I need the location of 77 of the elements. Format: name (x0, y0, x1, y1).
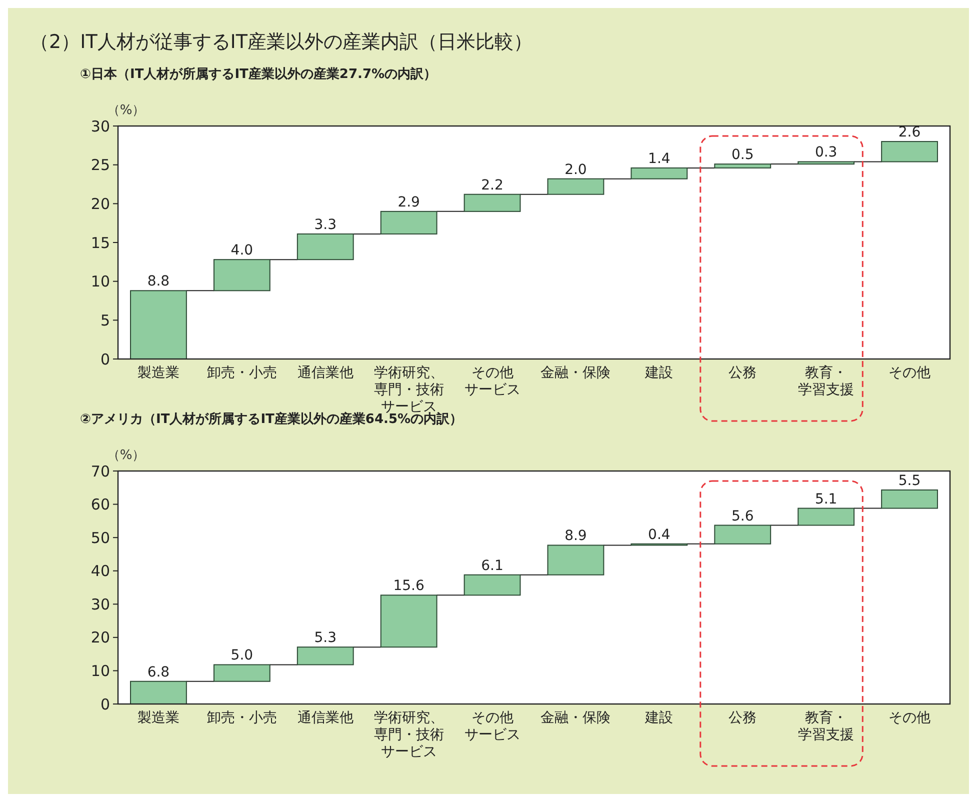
x-tick-label: 金融・保険 (540, 710, 611, 726)
y-tick-label: 25 (90, 156, 110, 174)
x-tick-label: 教育・学習支援 (798, 709, 854, 743)
data-label: 5.1 (814, 491, 838, 508)
x-tick-label: 通信業他 (297, 365, 354, 381)
bar (881, 141, 938, 162)
data-label: 5.6 (731, 508, 754, 524)
y-tick-label: 10 (90, 272, 110, 291)
data-label: 0.3 (814, 144, 838, 161)
x-tick-label: 金融・保険 (540, 365, 611, 381)
x-tick-label: 教育・学習支援 (798, 364, 854, 398)
bar (380, 594, 438, 648)
y-tick-label: 70 (90, 462, 110, 480)
data-label: 6.1 (481, 558, 504, 574)
x-tick-label: 学術研究、専門・技術サービス (374, 710, 444, 760)
y-tick-label: 15 (90, 234, 110, 252)
data-label: 0.5 (731, 147, 754, 164)
data-label: 1.4 (648, 150, 670, 167)
data-label: 15.6 (393, 578, 425, 594)
data-label: 6.8 (147, 664, 170, 680)
x-tick-label: その他サービス (464, 710, 520, 743)
data-label: 3.3 (314, 216, 337, 233)
bar (798, 161, 855, 165)
data-label: 4.0 (230, 242, 254, 259)
x-tick-label: 建設 (644, 710, 674, 726)
bar (130, 680, 187, 704)
bar (547, 544, 604, 576)
y-tick-label: 40 (90, 562, 110, 580)
data-label: 5.5 (898, 472, 921, 489)
data-label: 2.6 (898, 124, 921, 141)
bar (213, 664, 270, 682)
x-tick-label: 公務 (728, 365, 757, 381)
bar (630, 167, 688, 180)
data-label: 8.9 (564, 528, 587, 544)
chart-subtitle: ①日本（IT人材が所属するIT産業以外の産業27.7%の内訳） (80, 66, 437, 82)
data-label: 2.9 (398, 194, 420, 210)
bar (213, 259, 270, 292)
y-tick-label: 30 (90, 595, 110, 614)
x-tick-label: 製造業 (137, 710, 180, 726)
x-tick-label: 卸売・小売 (206, 365, 277, 381)
x-tick-label: 建設 (644, 365, 674, 381)
y-tick-label: 0 (100, 695, 110, 714)
y-axis-title: （%） (106, 103, 146, 118)
data-label: 2.0 (564, 162, 587, 178)
bar (714, 164, 772, 168)
x-tick-label: 通信業他 (297, 710, 354, 726)
y-tick-label: 30 (90, 117, 110, 136)
y-tick-label: 50 (90, 528, 110, 547)
bar (130, 290, 187, 360)
bar (296, 233, 354, 260)
bar (296, 646, 354, 666)
y-tick-label: 5 (100, 311, 110, 330)
data-label: 2.2 (481, 177, 504, 194)
x-tick-label: その他 (888, 710, 931, 726)
bar (881, 489, 938, 509)
data-label: 5.3 (314, 630, 337, 646)
bar (380, 210, 438, 234)
bar (464, 574, 521, 596)
data-label: 8.8 (147, 274, 170, 290)
y-tick-label: 0 (100, 350, 110, 368)
bar (714, 524, 772, 544)
y-tick-label: 60 (90, 496, 110, 514)
x-tick-label: 卸売・小売 (206, 710, 277, 726)
y-tick-label: 20 (90, 194, 110, 213)
x-tick-label: 公務 (728, 710, 757, 726)
y-axis-title: （%） (106, 448, 146, 463)
y-tick-label: 10 (90, 662, 110, 680)
data-label: 0.4 (648, 526, 670, 543)
data-label: 5.0 (230, 648, 254, 664)
bar (547, 178, 604, 195)
x-tick-label: その他 (888, 365, 931, 381)
x-tick-label: その他サービス (464, 365, 520, 398)
bar (464, 194, 521, 212)
x-tick-label: 製造業 (137, 365, 180, 381)
y-tick-label: 20 (90, 628, 110, 647)
bar (798, 508, 855, 526)
chart-title: （2）IT人材が従事するIT産業以外の産業内訳（日米比較） (30, 31, 533, 53)
